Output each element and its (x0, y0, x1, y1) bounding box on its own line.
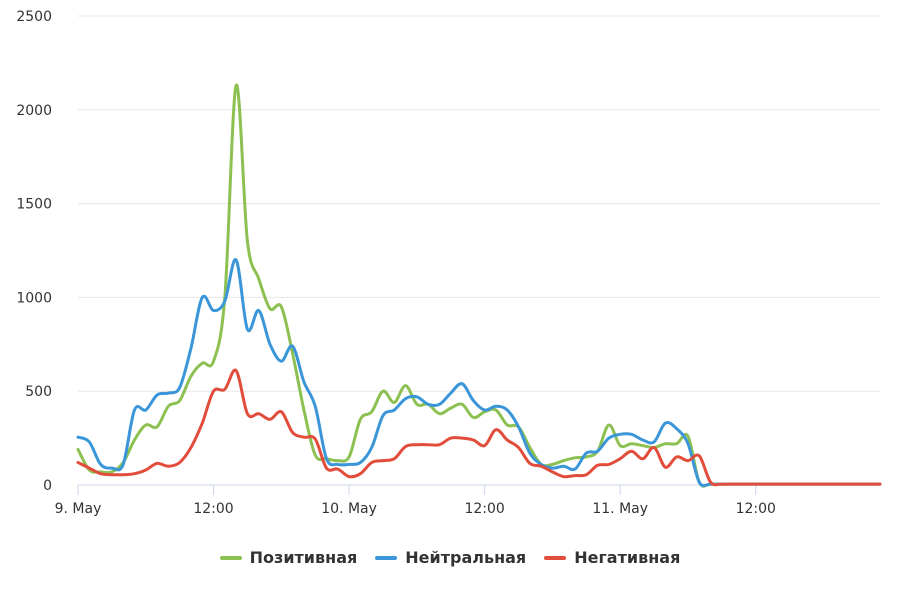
y-tick-label: 2000 (16, 103, 52, 119)
legend-label: Нейтральная (405, 548, 527, 567)
y-tick-label: 1500 (16, 197, 52, 213)
y-tick-label: 1000 (16, 290, 52, 306)
legend-swatch (219, 555, 242, 560)
series-line-1 (76, 258, 882, 488)
y-axis-labels: 0 500 1000 1500 2000 2500 (16, 9, 52, 494)
x-tick-label: 12:00 (193, 501, 233, 517)
y-tick-label: 2500 (16, 9, 52, 25)
x-tick-label: 12:00 (464, 501, 504, 517)
legend-label: Негативная (574, 548, 681, 567)
series-line-0 (76, 83, 882, 488)
grid (78, 15, 880, 392)
x-axis: 9. May 12:00 10. May 12:00 11. May 12:00 (55, 484, 880, 517)
legend-item-1[interactable]: Нейтральная (375, 548, 526, 567)
series-lines (76, 83, 882, 488)
legend-item-2[interactable]: Негативная (544, 548, 680, 567)
x-tick-label: 10. May (321, 501, 377, 517)
legend-swatch (544, 555, 567, 560)
series-line-2 (76, 368, 882, 487)
x-tick-label: 11. May (592, 501, 648, 517)
x-tick-label: 12:00 (736, 501, 776, 517)
legend-item-0[interactable]: Позитивная (219, 548, 358, 567)
legend-swatch (375, 555, 398, 560)
y-tick-label: 0 (43, 478, 52, 494)
x-tick-label: 9. May (55, 501, 102, 517)
legend: Позитивная Нейтральная Негативная (0, 548, 900, 567)
y-tick-label: 500 (25, 384, 52, 400)
legend-label: Позитивная (249, 548, 358, 567)
